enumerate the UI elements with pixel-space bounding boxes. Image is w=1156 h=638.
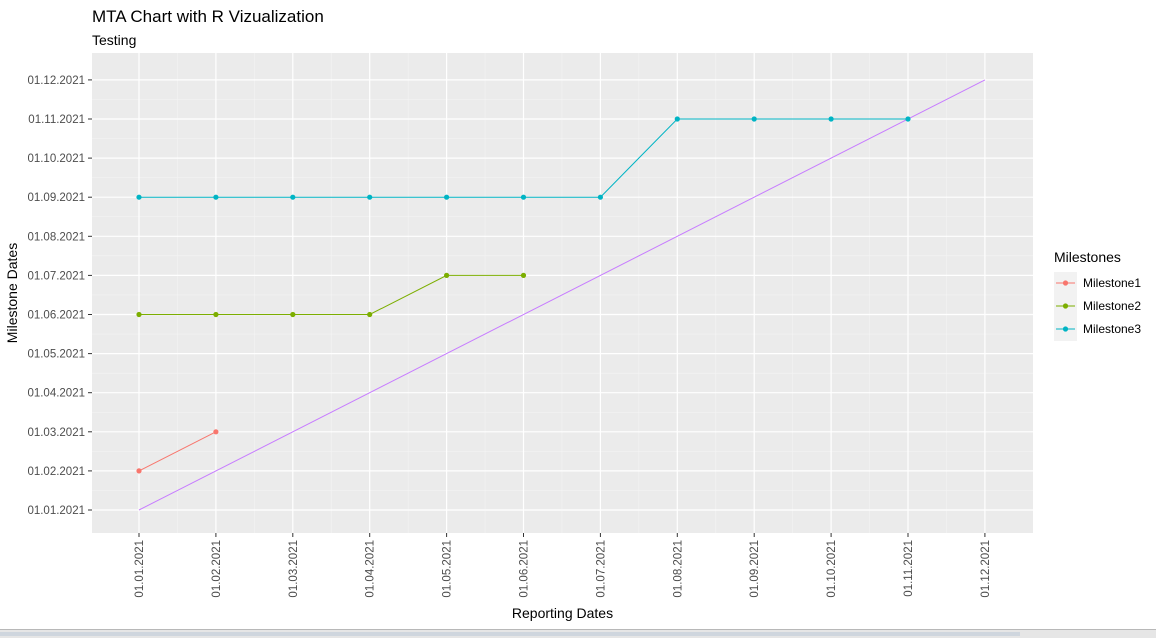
data-point	[828, 116, 834, 122]
data-point	[444, 272, 450, 278]
y-tick-label: 01.03.2021	[27, 427, 85, 439]
x-tick-label: 01.11.2021	[903, 540, 915, 597]
x-tick-label: 01.03.2021	[288, 540, 300, 598]
legend-item-milestone1: Milestone1	[1054, 272, 1141, 295]
y-tick-label: 01.09.2021	[27, 192, 85, 204]
y-tick-label: 01.07.2021	[27, 270, 85, 282]
data-point	[136, 311, 142, 318]
chart-subtitle: Testing	[92, 32, 136, 48]
data-point	[136, 468, 142, 474]
legend-key-point	[1062, 303, 1069, 309]
x-tick-label: 01.12.2021	[980, 540, 992, 598]
reference-line-layer	[138, 79, 986, 511]
series-milestone2	[136, 272, 527, 318]
data-point	[674, 116, 680, 122]
legend-items: Milestone1 Milestone2 Milestone3	[1054, 272, 1141, 341]
x-tick-label: 01.06.2021	[519, 540, 531, 598]
series-line	[139, 274, 524, 315]
x-tick-label: 01.08.2021	[672, 540, 684, 598]
data-point	[213, 429, 219, 435]
legend-item-milestone2: Milestone2	[1054, 295, 1141, 318]
y-tick-label: 01.06.2021	[27, 310, 85, 322]
data-point	[213, 311, 219, 318]
series-layer	[136, 116, 911, 474]
series-line	[138, 431, 217, 472]
data-point	[905, 116, 911, 122]
y-tick-label: 01.11.2021	[28, 114, 85, 126]
legend-label: Milestone3	[1083, 322, 1141, 336]
legend: Milestones Milestone1Milestone2Milestone…	[1054, 249, 1141, 341]
y-tick-label: 01.04.2021	[27, 388, 85, 400]
legend-label: Milestone2	[1083, 299, 1141, 313]
x-tick-label: 01.04.2021	[365, 540, 377, 598]
data-point	[290, 194, 296, 200]
x-tick-label: 01.02.2021	[211, 540, 223, 598]
chart-title: MTA Chart with R Vizualization	[92, 7, 324, 26]
x-tick-label: 01.09.2021	[749, 540, 761, 598]
data-point	[213, 194, 219, 200]
legend-key-point	[1062, 326, 1069, 332]
y-tick-label: 01.02.2021	[27, 466, 85, 478]
legend-title: Milestones	[1054, 249, 1121, 265]
data-point	[444, 194, 450, 200]
data-point	[520, 272, 527, 278]
x-axis-ticks: 01.01.2021 01.02.2021 01.03.2021 01.04.2021…	[134, 533, 992, 598]
data-point	[597, 194, 604, 200]
y-tick-label: 01.05.2021	[27, 349, 85, 361]
legend-label: Milestone1	[1083, 276, 1141, 290]
legend-key-point	[1062, 280, 1069, 286]
data-point	[520, 194, 527, 200]
y-axis-ticks: 01.01.2021 01.02.2021 01.03.2021 01.04.2021…	[27, 75, 92, 517]
series-milestone3	[136, 116, 911, 200]
y-tick-label: 01.12.2021	[27, 75, 85, 87]
x-tick-label: 01.10.2021	[826, 540, 838, 598]
reference-line	[138, 79, 986, 511]
y-tick-label: 01.08.2021	[27, 231, 85, 243]
x-tick-label: 01.01.2021	[134, 540, 146, 598]
data-point	[136, 194, 142, 200]
taskbar-accent	[0, 632, 1020, 636]
taskbar-strip	[0, 629, 1156, 638]
data-point	[290, 311, 296, 318]
x-tick-label: 01.07.2021	[595, 540, 607, 598]
plot-panel	[92, 53, 1033, 533]
y-axis-title: Milestone Dates	[4, 243, 20, 343]
data-point	[751, 116, 757, 122]
y-tick-label: 01.10.2021	[27, 153, 85, 165]
data-point	[367, 194, 373, 200]
data-point	[367, 311, 373, 318]
y-tick-label: 01.01.2021	[27, 505, 85, 517]
legend-item-milestone3: Milestone3	[1054, 318, 1141, 341]
x-tick-label: 01.05.2021	[442, 540, 454, 598]
series-milestone1	[136, 429, 219, 474]
x-axis-title: Reporting Dates	[512, 605, 613, 621]
